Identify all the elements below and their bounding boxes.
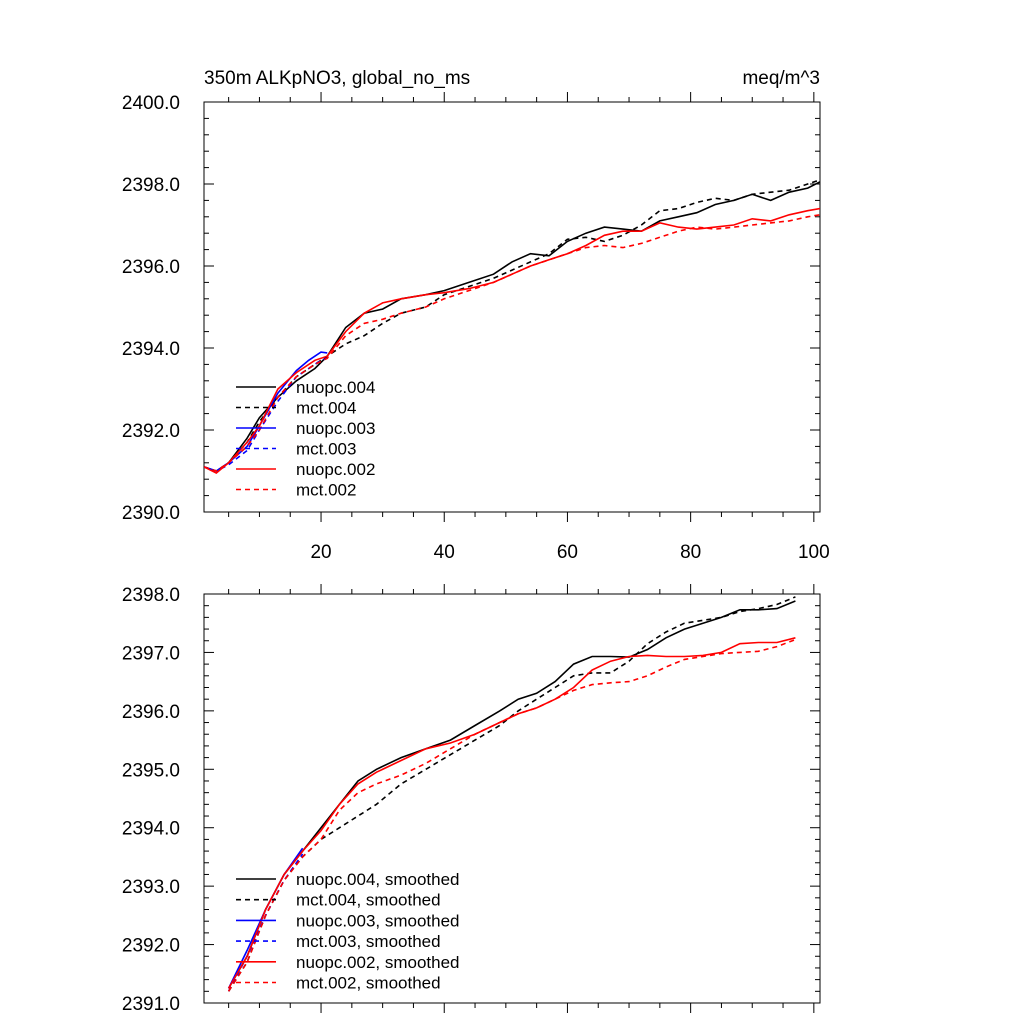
- legend-label: nuopc.003: [296, 419, 375, 438]
- x-tick-label: 60: [557, 542, 578, 563]
- legend-label: mct.004: [296, 399, 356, 418]
- legend-label: nuopc.004: [296, 378, 375, 397]
- y-tick-label: 2398.0: [122, 585, 180, 606]
- legend-label: nuopc.004, smoothed: [296, 870, 460, 889]
- x-tick-label: 100: [798, 542, 830, 563]
- plot-frame: [203, 593, 821, 1004]
- legend-label: nuopc.003, smoothed: [296, 911, 460, 930]
- bottom-panel: 2391.0 2392.0 2393.0 2394.0 2395.0 2396.0 2397…: [122, 584, 821, 1015]
- chart-units: meq/m^3: [742, 68, 820, 89]
- top-panel: 2390.0 2392.0 2394.0 2396.0 2398.0 2400.0 20 40…: [122, 68, 830, 563]
- y-tick-label: 2392.0: [122, 421, 180, 442]
- series-line-mct-002: [204, 214, 820, 472]
- legend-label: nuopc.002: [296, 460, 375, 479]
- legend-label: mct.004, smoothed: [296, 891, 441, 910]
- y-tick-label: 2396.0: [122, 702, 180, 723]
- y-tick-label: 2391.0: [122, 994, 180, 1015]
- legend-label: mct.003: [296, 440, 356, 459]
- y-tick-label: 2393.0: [122, 877, 180, 898]
- y-tick-label: 2398.0: [122, 175, 180, 196]
- y-tick-label: 2392.0: [122, 936, 180, 957]
- y-tick-label: 2396.0: [122, 257, 180, 278]
- series-line-mct-002-smoothed: [227, 638, 796, 992]
- y-tick-label: 2394.0: [122, 339, 180, 360]
- y-tick-label: 2397.0: [122, 643, 180, 664]
- x-tick-label: 20: [310, 542, 331, 563]
- legend-label: mct.002: [296, 481, 356, 500]
- x-tick-label: 80: [680, 542, 701, 563]
- x-tick-label: 40: [434, 542, 455, 563]
- legend-label: nuopc.002, smoothed: [296, 953, 460, 972]
- y-tick-label: 2394.0: [122, 819, 180, 840]
- chart-title: 350m ALKpNO3, global_no_ms: [204, 68, 470, 89]
- legend-label: mct.002, smoothed: [296, 974, 441, 993]
- y-tick-label: 2400.0: [122, 93, 180, 114]
- y-tick-label: 2390.0: [122, 503, 180, 524]
- series-line-nuopc-004: [204, 181, 820, 472]
- plot-frame: [203, 101, 821, 513]
- y-tick-label: 2395.0: [122, 760, 180, 781]
- series-line-nuopc-004-smoothed: [227, 600, 796, 989]
- series-line-nuopc-002-smoothed: [227, 637, 796, 989]
- legend-label: mct.003, smoothed: [296, 932, 441, 951]
